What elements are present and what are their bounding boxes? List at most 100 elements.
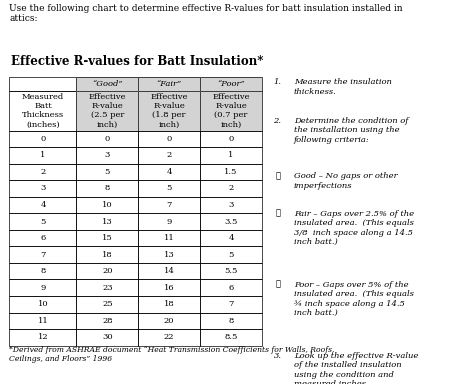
Text: 2.: 2. bbox=[273, 117, 282, 125]
Text: ✓: ✓ bbox=[276, 281, 281, 288]
Text: 10: 10 bbox=[37, 300, 48, 308]
Bar bbox=[200, 91, 262, 131]
Text: 5: 5 bbox=[105, 168, 110, 176]
Bar bbox=[76, 247, 138, 263]
Text: 3: 3 bbox=[105, 151, 110, 159]
Bar bbox=[76, 329, 138, 346]
Text: Effective R-values for Batt Insulation*: Effective R-values for Batt Insulation* bbox=[11, 55, 263, 68]
Bar bbox=[76, 91, 138, 131]
Bar bbox=[9, 147, 76, 164]
Text: 22: 22 bbox=[164, 333, 174, 341]
Text: 28: 28 bbox=[102, 317, 113, 325]
Text: 2: 2 bbox=[166, 151, 172, 159]
Text: 5: 5 bbox=[40, 218, 46, 225]
Text: 14: 14 bbox=[164, 267, 174, 275]
Text: “Fair”: “Fair” bbox=[156, 80, 182, 88]
Bar bbox=[138, 77, 200, 91]
Bar bbox=[138, 91, 200, 131]
Bar bbox=[76, 164, 138, 180]
Bar bbox=[138, 77, 200, 91]
Text: Effective
R-value
(2.5 per
inch): Effective R-value (2.5 per inch) bbox=[89, 93, 126, 129]
Text: 18: 18 bbox=[164, 300, 174, 308]
Text: 5: 5 bbox=[166, 184, 172, 192]
Text: 2: 2 bbox=[40, 168, 46, 176]
Bar bbox=[200, 91, 262, 131]
Text: 4: 4 bbox=[228, 234, 234, 242]
Bar bbox=[138, 164, 200, 180]
Text: Fair – Gaps over 2.5% of the
insulated area.  (This equals
3/8  inch space along: Fair – Gaps over 2.5% of the insulated a… bbox=[294, 210, 414, 246]
Text: 13: 13 bbox=[164, 251, 174, 258]
Bar bbox=[200, 131, 262, 147]
Bar bbox=[76, 230, 138, 247]
Text: 3.: 3. bbox=[273, 351, 282, 359]
Text: 7: 7 bbox=[40, 251, 46, 258]
Bar bbox=[76, 296, 138, 313]
Text: 9: 9 bbox=[166, 218, 172, 225]
Text: *Derived from ASHRAE document “Heat Transmission Coefficients for Walls, Roofs,
: *Derived from ASHRAE document “Heat Tran… bbox=[9, 346, 335, 363]
Text: 3.5: 3.5 bbox=[224, 218, 238, 225]
Bar bbox=[76, 91, 138, 131]
Bar bbox=[138, 147, 200, 164]
Bar bbox=[138, 296, 200, 313]
Bar bbox=[9, 296, 76, 313]
Bar bbox=[138, 247, 200, 263]
Bar bbox=[9, 131, 76, 147]
Bar bbox=[200, 313, 262, 329]
Bar bbox=[9, 313, 76, 329]
Text: 23: 23 bbox=[102, 284, 113, 292]
Bar bbox=[200, 263, 262, 280]
Bar bbox=[9, 213, 76, 230]
Bar bbox=[76, 180, 138, 197]
Bar bbox=[9, 180, 76, 197]
Text: 4: 4 bbox=[166, 168, 172, 176]
Text: 5.5: 5.5 bbox=[224, 267, 238, 275]
Text: 8.5: 8.5 bbox=[224, 333, 238, 341]
Text: 0: 0 bbox=[166, 135, 172, 143]
Text: 13: 13 bbox=[102, 218, 113, 225]
Bar bbox=[200, 180, 262, 197]
Bar bbox=[76, 213, 138, 230]
Text: ✓: ✓ bbox=[276, 210, 281, 218]
Text: 25: 25 bbox=[102, 300, 113, 308]
Text: Look up the effective R-value
of the installed insulation
using the condition an: Look up the effective R-value of the ins… bbox=[294, 351, 418, 384]
Text: 1: 1 bbox=[228, 151, 234, 159]
Bar bbox=[138, 91, 200, 131]
Bar bbox=[9, 263, 76, 280]
Text: 16: 16 bbox=[164, 284, 174, 292]
Bar bbox=[76, 131, 138, 147]
Bar bbox=[200, 213, 262, 230]
Text: “Poor”: “Poor” bbox=[217, 80, 245, 88]
Text: 0: 0 bbox=[40, 135, 46, 143]
Text: 8: 8 bbox=[105, 184, 110, 192]
Bar bbox=[138, 329, 200, 346]
Bar bbox=[200, 197, 262, 213]
Text: 2: 2 bbox=[228, 184, 234, 192]
Bar bbox=[200, 164, 262, 180]
Text: Poor – Gaps over 5% of the
insulated area.  (This equals
¾ inch space along a 14: Poor – Gaps over 5% of the insulated are… bbox=[294, 281, 414, 317]
Bar bbox=[9, 164, 76, 180]
Bar bbox=[76, 313, 138, 329]
Text: Determine the condition of
the installation using the
following criteria:: Determine the condition of the installat… bbox=[294, 117, 408, 144]
Bar bbox=[200, 280, 262, 296]
Text: 11: 11 bbox=[164, 234, 174, 242]
Text: 1.: 1. bbox=[273, 78, 282, 86]
Text: Effective
R-value
(0.7 per
inch): Effective R-value (0.7 per inch) bbox=[212, 93, 250, 129]
Bar bbox=[9, 230, 76, 247]
Text: 6: 6 bbox=[40, 234, 46, 242]
Text: ✓: ✓ bbox=[276, 172, 281, 180]
Text: 8: 8 bbox=[40, 267, 46, 275]
Bar bbox=[9, 280, 76, 296]
Bar bbox=[138, 180, 200, 197]
Text: 0: 0 bbox=[228, 135, 234, 143]
Text: Effective
R-value
(1.8 per
inch): Effective R-value (1.8 per inch) bbox=[150, 93, 188, 129]
Bar bbox=[138, 313, 200, 329]
Text: “Good”: “Good” bbox=[92, 80, 123, 88]
Bar bbox=[9, 77, 76, 91]
Bar bbox=[76, 263, 138, 280]
Bar bbox=[138, 131, 200, 147]
Bar bbox=[200, 77, 262, 91]
Bar bbox=[200, 329, 262, 346]
Text: 30: 30 bbox=[102, 333, 113, 341]
Text: Good – No gaps or other
imperfections: Good – No gaps or other imperfections bbox=[294, 172, 398, 190]
Text: 1.5: 1.5 bbox=[224, 168, 238, 176]
